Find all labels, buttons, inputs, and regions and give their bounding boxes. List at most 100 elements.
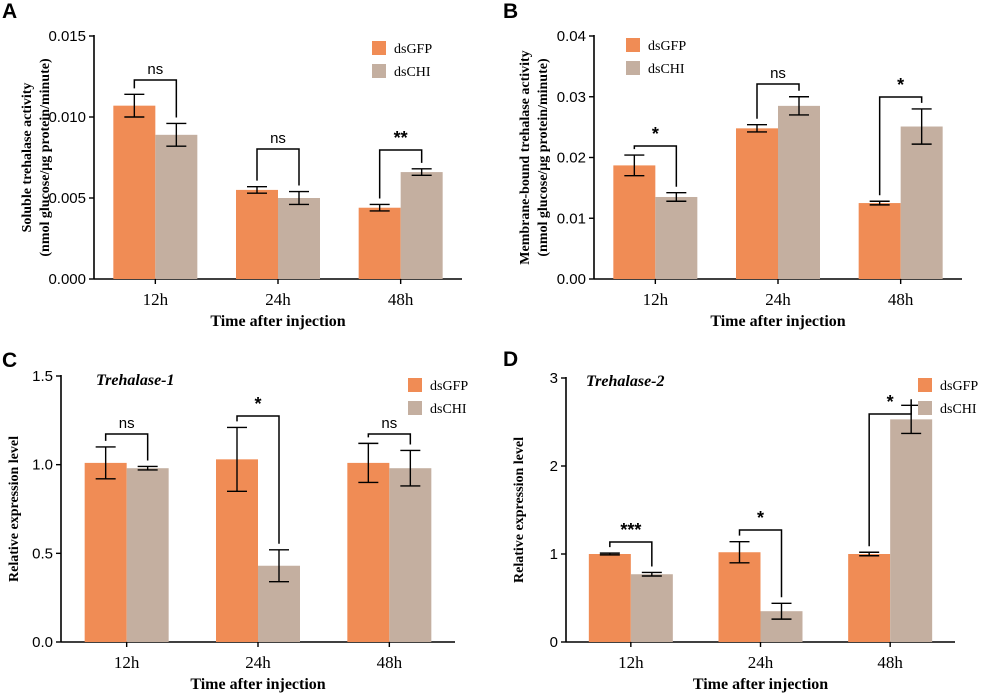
panel-label: B xyxy=(503,0,518,23)
significance-bracket xyxy=(878,96,923,196)
significance-bracket xyxy=(256,148,300,186)
legend-swatch-dsCHI xyxy=(408,401,422,415)
bar-dsCHI-12h xyxy=(655,196,698,279)
bar-dsCHI-48h xyxy=(890,419,933,642)
significance-bracket xyxy=(236,415,280,544)
legend-swatch-dsCHI xyxy=(918,401,932,415)
significance-bracket xyxy=(868,399,912,547)
y-tick-label: 1.5 xyxy=(32,368,53,385)
y-tick-label: 0.00 xyxy=(557,271,586,288)
y-tick-label: 1 xyxy=(550,546,558,563)
x-tick-label: 12h xyxy=(114,653,140,672)
x-tick-label: 48h xyxy=(877,653,903,672)
bar-dsCHI-12h xyxy=(630,574,673,642)
x-tick-label: 12h xyxy=(643,290,669,309)
y-tick-label: 2 xyxy=(550,458,558,475)
significance-bracket xyxy=(738,529,783,598)
y-axis-label: Soluble trehalase activity xyxy=(20,83,35,233)
legend-swatch-dsCHI xyxy=(372,64,386,78)
significance-bracket xyxy=(104,433,149,461)
significance-label: *** xyxy=(620,520,641,540)
legend-swatch-dsGFP xyxy=(408,378,422,392)
legend-label-dsGFP: dsGFP xyxy=(940,379,978,394)
x-tick-label: 48h xyxy=(888,290,914,309)
y-tick-label: 1.0 xyxy=(32,457,53,474)
bar-dsGFP-48h xyxy=(848,554,891,642)
y-tick-label: 0.015 xyxy=(48,28,86,45)
bar-dsGFP-12h xyxy=(84,462,127,642)
x-axis-label: Time after injection xyxy=(190,676,325,693)
y-tick-label: 0.010 xyxy=(48,109,86,126)
significance-bracket xyxy=(378,149,423,199)
bar-dsGFP-48h xyxy=(347,462,390,642)
y-tick-label: 3 xyxy=(550,370,558,387)
x-axis-label: Time after injection xyxy=(693,676,828,693)
chart-panel-A: A 0.000 0.005 0.010 0.015 12h ns 24h ns 48h ** Time… xyxy=(2,0,462,330)
y-tick-label: 0.000 xyxy=(48,271,86,288)
y-tick-label: 0.01 xyxy=(557,210,586,227)
bar-dsGFP-24h xyxy=(718,552,761,642)
x-tick-label: 48h xyxy=(377,653,403,672)
bar-dsGFP-12h xyxy=(113,105,156,279)
y-axis-label: Membrane-bound trehalase activity xyxy=(518,50,533,264)
x-tick-label: 48h xyxy=(388,290,414,309)
bar-dsGFP-24h xyxy=(736,128,778,279)
significance-bracket xyxy=(609,541,653,567)
bar-dsCHI-48h xyxy=(900,126,943,279)
legend-label-dsCHI: dsCHI xyxy=(430,402,467,417)
legend-swatch-dsCHI xyxy=(626,61,640,75)
y-tick-label: 0.005 xyxy=(48,190,86,207)
y-tick-label: 0 xyxy=(550,634,558,651)
legend-swatch-dsGFP xyxy=(918,378,932,392)
x-tick-label: 24h xyxy=(765,290,791,309)
y-axis-label: (nmol glucose/μg protein/minute) xyxy=(536,58,551,257)
significance-label: * xyxy=(757,508,764,528)
bar-dsGFP-12h xyxy=(613,165,656,279)
chart-panel-B: B 0.00 0.01 0.02 0.03 0.04 12h * 24h ns 48h * Time a… xyxy=(503,0,962,330)
bar-dsCHI-48h xyxy=(389,468,432,642)
panel-label: D xyxy=(503,348,518,371)
legend-swatch-dsGFP xyxy=(372,41,386,55)
significance-label: * xyxy=(887,392,894,412)
chart-panel-C: C 0.0 0.5 1.0 1.5 12h ns 24h * 48h ns Time after in… xyxy=(2,349,468,693)
significance-label: ns xyxy=(770,65,786,82)
y-tick-label: 0.5 xyxy=(32,545,53,562)
x-tick-label: 24h xyxy=(748,653,774,672)
panel-title: Trehalase-2 xyxy=(586,373,665,390)
significance-label: * xyxy=(897,75,904,95)
x-tick-label: 24h xyxy=(265,290,291,309)
bar-dsGFP-48h xyxy=(358,207,401,279)
significance-bracket xyxy=(367,433,412,445)
significance-bracket xyxy=(633,145,678,187)
legend-label-dsGFP: dsGFP xyxy=(648,39,686,54)
significance-label: ** xyxy=(394,128,408,148)
bar-dsCHI-12h xyxy=(155,134,198,279)
bar-dsCHI-48h xyxy=(400,172,443,279)
legend-label-dsCHI: dsCHI xyxy=(940,402,977,417)
y-tick-label: 0.02 xyxy=(557,150,586,167)
significance-label: ns xyxy=(119,415,135,432)
legend-label-dsCHI: dsCHI xyxy=(394,65,431,80)
y-axis-label: (nmol glucose/μg protein/minute) xyxy=(38,58,53,257)
x-tick-label: 12h xyxy=(618,653,644,672)
legend-label-dsGFP: dsGFP xyxy=(394,42,432,57)
significance-label: ns xyxy=(381,415,397,432)
bar-dsCHI-24h xyxy=(278,198,320,279)
x-axis-label: Time after injection xyxy=(710,313,845,330)
legend-label-dsGFP: dsGFP xyxy=(430,379,468,394)
bar-dsGFP-48h xyxy=(858,203,901,279)
chart-panel-D: D 0 1 2 3 12h *** 24h * 48h * Time after injection R… xyxy=(503,348,978,693)
significance-label: * xyxy=(652,124,659,144)
significance-label: * xyxy=(254,394,261,414)
bar-dsCHI-12h xyxy=(126,468,169,642)
legend-swatch-dsGFP xyxy=(626,38,640,52)
significance-label: ns xyxy=(270,130,286,147)
y-axis-label: Relative expression level xyxy=(7,436,22,582)
y-axis-label: Relative expression level xyxy=(512,437,527,583)
legend-label-dsCHI: dsCHI xyxy=(648,62,685,77)
panel-label: A xyxy=(2,0,17,23)
significance-label: ns xyxy=(147,61,163,78)
panel-title: Trehalase-1 xyxy=(96,372,175,389)
significance-bracket xyxy=(133,79,178,118)
